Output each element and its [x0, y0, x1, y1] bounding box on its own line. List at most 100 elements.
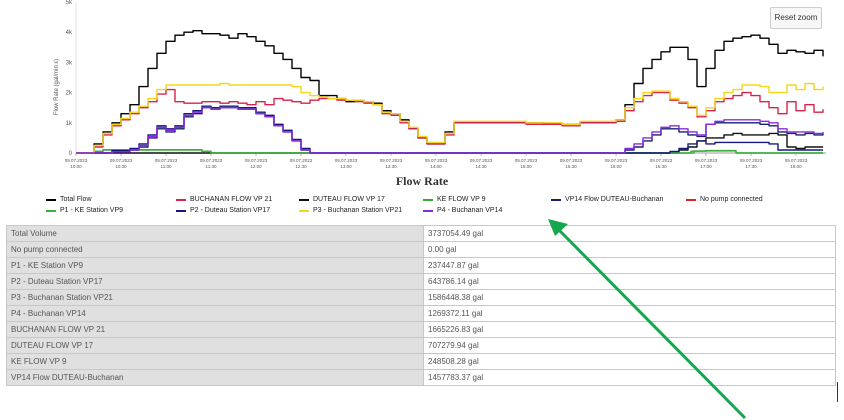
legend-item[interactable]: No pump connected [686, 196, 763, 203]
series-total-flow [76, 30, 824, 154]
legend-item[interactable]: DUTEAU FLOW VP 17 [299, 196, 385, 203]
x-tick-time: 13:30 [385, 164, 397, 169]
legend-label: DUTEAU FLOW VP 17 [313, 196, 385, 203]
x-tick-date: 09.07.2023 [605, 158, 628, 163]
x-tick-time: 17:00 [700, 164, 712, 169]
x-tick-date: 09.07.2023 [200, 158, 223, 163]
legend-label: P3 - Buchanan Station VP21 [313, 207, 403, 214]
x-tick-time: 16:00 [610, 164, 622, 169]
row-value: 707279.94 gal [423, 337, 836, 354]
table-row: BUCHANAN FLOW VP 21 1665226.83 gal [6, 321, 836, 338]
y-tick-label: 3k [66, 60, 73, 66]
legend-label: No pump connected [700, 196, 763, 203]
x-tick-date: 09.07.2023 [560, 158, 583, 163]
x-tick-date: 09.07.2023 [155, 158, 178, 163]
x-tick-date: 09.07.2023 [65, 158, 88, 163]
y-tick-label: 2k [66, 91, 73, 97]
x-tick-date: 09.07.2023 [110, 158, 133, 163]
table-row: KE FLOW VP 9 248508.28 gal [6, 353, 836, 370]
x-tick-date: 09.07.2023 [785, 158, 808, 163]
table-row: DUTEAU FLOW VP 17 707279.94 gal [6, 337, 836, 354]
x-tick-date: 09.07.2023 [380, 158, 403, 163]
legend-swatch [686, 198, 696, 201]
row-label: BUCHANAN FLOW VP 21 [6, 321, 424, 338]
x-tick-time: 11:00 [161, 164, 172, 169]
legend-swatch [551, 198, 561, 201]
divider [837, 382, 838, 402]
row-value: 1457783.37 gal [423, 369, 836, 386]
legend-item[interactable]: KE FLOW VP 9 [423, 196, 486, 203]
series-vp14-flow-duteau-buchanan [76, 107, 824, 154]
x-tick-date: 09.07.2023 [335, 158, 358, 163]
legend-swatch [423, 198, 433, 201]
table-row: VP14 Flow DUTEAU-Buchanan 1457783.37 gal [6, 369, 836, 386]
reset-zoom-button[interactable]: Reset zoom [770, 7, 822, 29]
legend-item[interactable]: Total Flow [46, 196, 92, 203]
x-tick-time: 13:00 [340, 164, 352, 169]
legend-label: P2 - Duteau Station VP17 [190, 207, 271, 214]
x-tick-date: 09.07.2023 [650, 158, 673, 163]
x-tick-time: 14:00 [430, 164, 442, 169]
row-value: 248508.28 gal [423, 353, 836, 370]
legend-label: BUCHANAN FLOW VP 21 [190, 196, 273, 203]
x-tick-date: 09.07.2023 [425, 158, 448, 163]
y-axis-label: Flow Rate (gal/min ε) [54, 59, 60, 115]
row-value: 0.00 gal [423, 241, 836, 258]
row-label: VP14 Flow DUTEAU-Buchanan [6, 369, 424, 386]
legend-item[interactable]: P2 - Duteau Station VP17 [176, 207, 270, 214]
row-value: 643786.14 gal [423, 273, 836, 290]
x-tick-time: 16:30 [655, 164, 667, 169]
table-row: P2 - Duteau Station VP17 643786.14 gal [6, 273, 836, 290]
row-value: 1665226.83 gal [423, 321, 836, 338]
legend-label: VP14 Flow DUTEAU-Buchanan [565, 196, 664, 203]
x-tick-date: 09.07.2023 [470, 158, 493, 163]
row-value: 237447.87 gal [423, 257, 836, 274]
series-buchanan-flow-vp-21 [76, 88, 824, 154]
x-tick-time: 14:30 [475, 164, 487, 169]
legend-swatch [299, 198, 309, 201]
y-tick-label: 5k [66, 0, 73, 6]
x-tick-time: 11:30 [206, 164, 217, 169]
x-tick-time: 17:30 [745, 164, 757, 169]
table-row: No pump connected 0.00 gal [6, 241, 836, 258]
legend-swatch [176, 198, 186, 201]
legend-swatch [299, 209, 309, 212]
legend-item[interactable]: BUCHANAN FLOW VP 21 [176, 196, 272, 203]
x-tick-date: 09.07.2023 [290, 158, 313, 163]
legend-swatch [176, 209, 186, 212]
y-tick-label: 4k [66, 30, 73, 36]
row-label: P4 - Buchanan VP14 [6, 305, 424, 322]
x-tick-time: 10:30 [115, 164, 127, 169]
row-label: DUTEAU FLOW VP 17 [6, 337, 424, 354]
row-label: P3 - Buchanan Station VP21 [6, 289, 424, 306]
legend-label: P4 - Buchanan VP14 [437, 207, 503, 214]
legend-item[interactable]: VP14 Flow DUTEAU-Buchanan [551, 196, 663, 203]
volume-summary-table: Total Volume 3737054.49 gal No pump connec… [6, 225, 836, 386]
table-row: P3 - Buchanan Station VP21 1586448.38 gal [6, 289, 836, 306]
row-value: 1269372.11 gal [423, 305, 836, 322]
x-tick-time: 15:00 [520, 164, 532, 169]
legend-item[interactable]: P4 - Buchanan VP14 [423, 207, 502, 214]
series-p4-buchanan-vp14 [76, 107, 824, 154]
series-p3-buchanan-station-vp21 [76, 82, 824, 154]
table-row: P1 - KE Station VP9 237447.87 gal [6, 257, 836, 274]
row-value: 3737054.49 gal [423, 225, 836, 242]
legend-item[interactable]: P3 - Buchanan Station VP21 [299, 207, 402, 214]
row-label: P1 - KE Station VP9 [6, 257, 424, 274]
legend-item[interactable]: P1 - KE Station VP9 [46, 207, 123, 214]
series-p2-duteau-station-vp17 [76, 105, 823, 154]
x-tick-time: 12:30 [295, 164, 307, 169]
series-lines [76, 30, 824, 154]
row-label: No pump connected [6, 241, 424, 258]
series-p1-ke-station-vp9 [76, 149, 823, 154]
row-label: KE FLOW VP 9 [6, 353, 424, 370]
x-tick-time: 18:00 [790, 164, 802, 169]
legend-label: P1 - KE Station VP9 [60, 207, 124, 214]
y-tick-label: 0 [69, 151, 73, 157]
legend-swatch [46, 209, 56, 212]
x-tick-time: 15:30 [565, 164, 577, 169]
x-tick-time: 12:00 [250, 164, 262, 169]
row-label: P2 - Duteau Station VP17 [6, 273, 424, 290]
row-value: 1586448.38 gal [423, 289, 836, 306]
